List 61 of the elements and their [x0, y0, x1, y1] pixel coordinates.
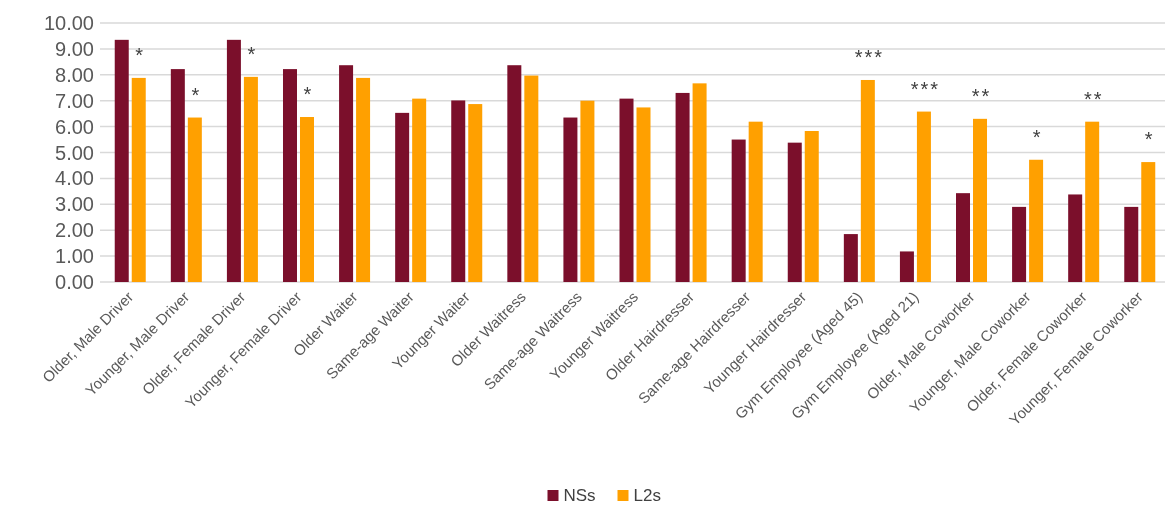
y-tick-label: 8.00 — [55, 63, 94, 86]
bar — [187, 117, 202, 282]
bar — [731, 139, 746, 282]
bar — [675, 92, 690, 282]
bar — [339, 65, 354, 282]
bar — [1141, 162, 1156, 282]
annotation: * — [303, 83, 314, 106]
y-tick-label: 10.00 — [43, 12, 94, 34]
y-tick-label: 6.00 — [55, 115, 94, 138]
bar — [580, 100, 595, 282]
annotation: * — [135, 43, 146, 66]
annotation: * — [1144, 128, 1155, 151]
y-tick-label: 2.00 — [55, 219, 94, 242]
bar — [1029, 159, 1044, 282]
y-tick-label: 3.00 — [55, 193, 94, 216]
bar — [619, 98, 634, 282]
bar — [243, 76, 258, 282]
bar — [170, 69, 185, 282]
bar — [226, 39, 241, 282]
bar — [451, 100, 466, 282]
y-tick-label: 9.00 — [55, 37, 94, 60]
bar — [131, 77, 146, 282]
bar — [787, 142, 802, 282]
y-tick-label: 7.00 — [55, 89, 94, 112]
legend-label: NSs — [563, 486, 596, 505]
y-tick-label: 0.00 — [55, 271, 94, 293]
bar — [860, 79, 875, 282]
bar — [956, 193, 971, 282]
bar — [299, 117, 314, 282]
annotation: ** — [971, 84, 992, 107]
y-tick-label: 5.00 — [55, 141, 94, 164]
bar — [468, 104, 483, 282]
bar — [524, 75, 539, 282]
bar — [916, 111, 931, 282]
bar — [1085, 121, 1100, 282]
annotation: * — [1032, 125, 1043, 148]
bar — [973, 118, 988, 282]
bar — [1124, 206, 1139, 282]
bar — [114, 39, 129, 282]
annotation: *** — [854, 45, 885, 68]
bar — [843, 234, 858, 282]
bar — [899, 251, 914, 282]
bar — [282, 69, 297, 282]
annotation: * — [191, 83, 202, 106]
bar — [1012, 206, 1027, 282]
bar — [563, 117, 578, 282]
bar — [412, 98, 427, 282]
bar — [804, 131, 819, 282]
annotation: * — [247, 42, 258, 65]
legend-label: L2s — [633, 486, 661, 505]
bar — [692, 83, 707, 282]
annotation: ** — [1083, 87, 1104, 110]
y-tick-label: 4.00 — [55, 167, 94, 190]
bar — [395, 112, 410, 282]
y-tick-label: 1.00 — [55, 245, 94, 268]
bar — [748, 121, 763, 282]
annotation: *** — [910, 77, 941, 100]
bar — [1068, 194, 1083, 282]
bar — [356, 77, 371, 282]
bar — [507, 65, 522, 282]
bar — [636, 107, 651, 282]
